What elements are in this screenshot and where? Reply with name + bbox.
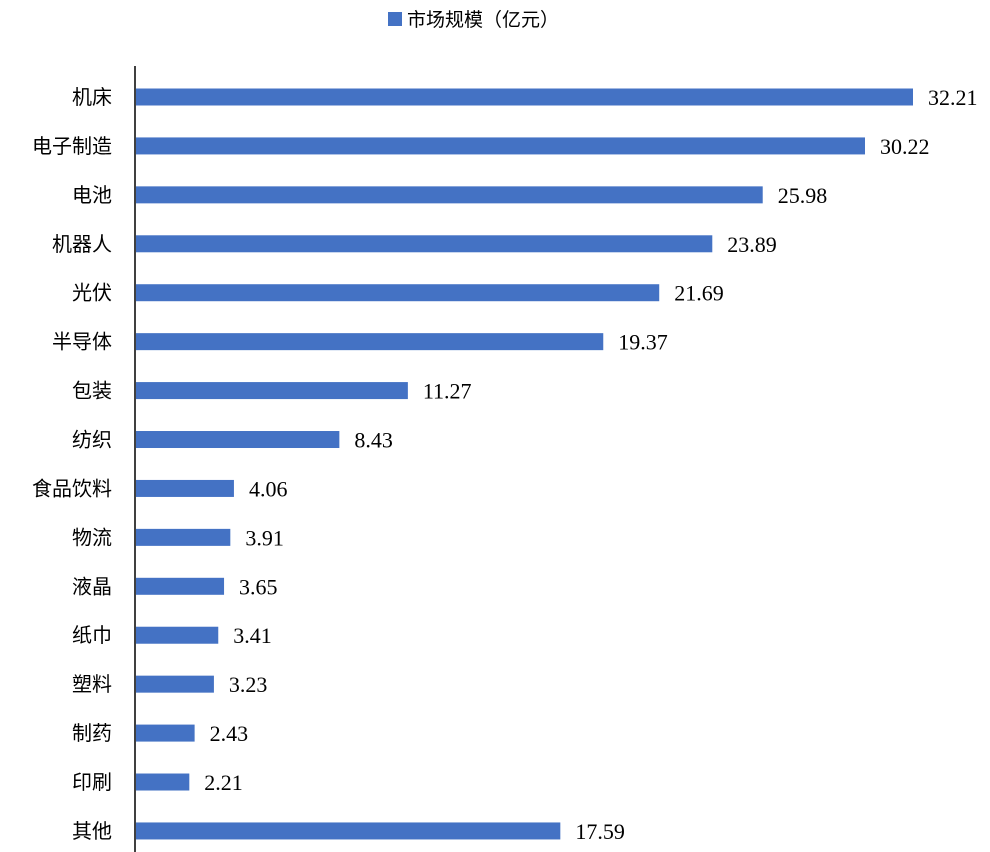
value-label: 4.06 <box>249 476 288 501</box>
category-label: 光伏 <box>72 281 112 305</box>
value-label: 8.43 <box>354 428 393 453</box>
bar <box>136 137 865 155</box>
category-label: 食品饮料 <box>32 476 112 500</box>
value-label: 17.59 <box>575 819 625 844</box>
value-label: 2.21 <box>204 770 243 795</box>
value-label: 3.65 <box>239 574 278 599</box>
category-label: 电子制造 <box>32 134 112 158</box>
category-label: 机器人 <box>52 232 112 256</box>
value-label: 32.21 <box>928 85 978 110</box>
value-label: 3.91 <box>245 525 284 550</box>
value-label: 19.37 <box>618 330 668 355</box>
legend: 市场规模（亿元） <box>388 9 559 31</box>
bar <box>136 675 214 693</box>
category-label: 机床 <box>72 85 112 109</box>
legend-swatch <box>388 12 402 26</box>
value-label: 2.43 <box>210 721 249 746</box>
bar <box>136 479 234 497</box>
bar <box>136 822 561 840</box>
value-label: 25.98 <box>778 183 828 208</box>
value-label: 11.27 <box>423 379 472 404</box>
bar <box>136 235 713 253</box>
bar <box>136 577 225 595</box>
value-label: 30.22 <box>880 134 930 159</box>
category-label: 其他 <box>72 819 112 843</box>
category-label: 包装 <box>72 379 112 403</box>
bar <box>136 724 195 742</box>
category-label: 塑料 <box>72 672 112 696</box>
value-label: 3.23 <box>229 672 268 697</box>
value-label: 21.69 <box>674 281 724 306</box>
category-label: 物流 <box>72 525 112 549</box>
bar <box>136 88 913 106</box>
category-label: 印刷 <box>72 770 112 794</box>
bar <box>136 284 660 302</box>
category-label: 纺织 <box>72 428 112 452</box>
bar <box>136 333 604 351</box>
bar <box>136 186 763 204</box>
bars-group: 机床 32.21 电子制造 30.22 电池 25.98 机器人 23.89 光伏 21.69 半导… <box>32 85 978 844</box>
category-label: 液晶 <box>72 574 112 598</box>
value-label: 3.41 <box>233 623 271 648</box>
bar <box>136 626 219 644</box>
bar <box>136 773 190 791</box>
category-label: 纸巾 <box>72 623 112 647</box>
category-label: 制药 <box>72 721 112 745</box>
bar <box>136 382 408 400</box>
bar <box>136 431 340 449</box>
category-label: 电池 <box>72 183 112 207</box>
value-label: 23.89 <box>727 232 777 257</box>
category-label: 半导体 <box>52 330 112 354</box>
legend-label: 市场规模（亿元） <box>407 9 559 31</box>
bar <box>136 528 231 546</box>
